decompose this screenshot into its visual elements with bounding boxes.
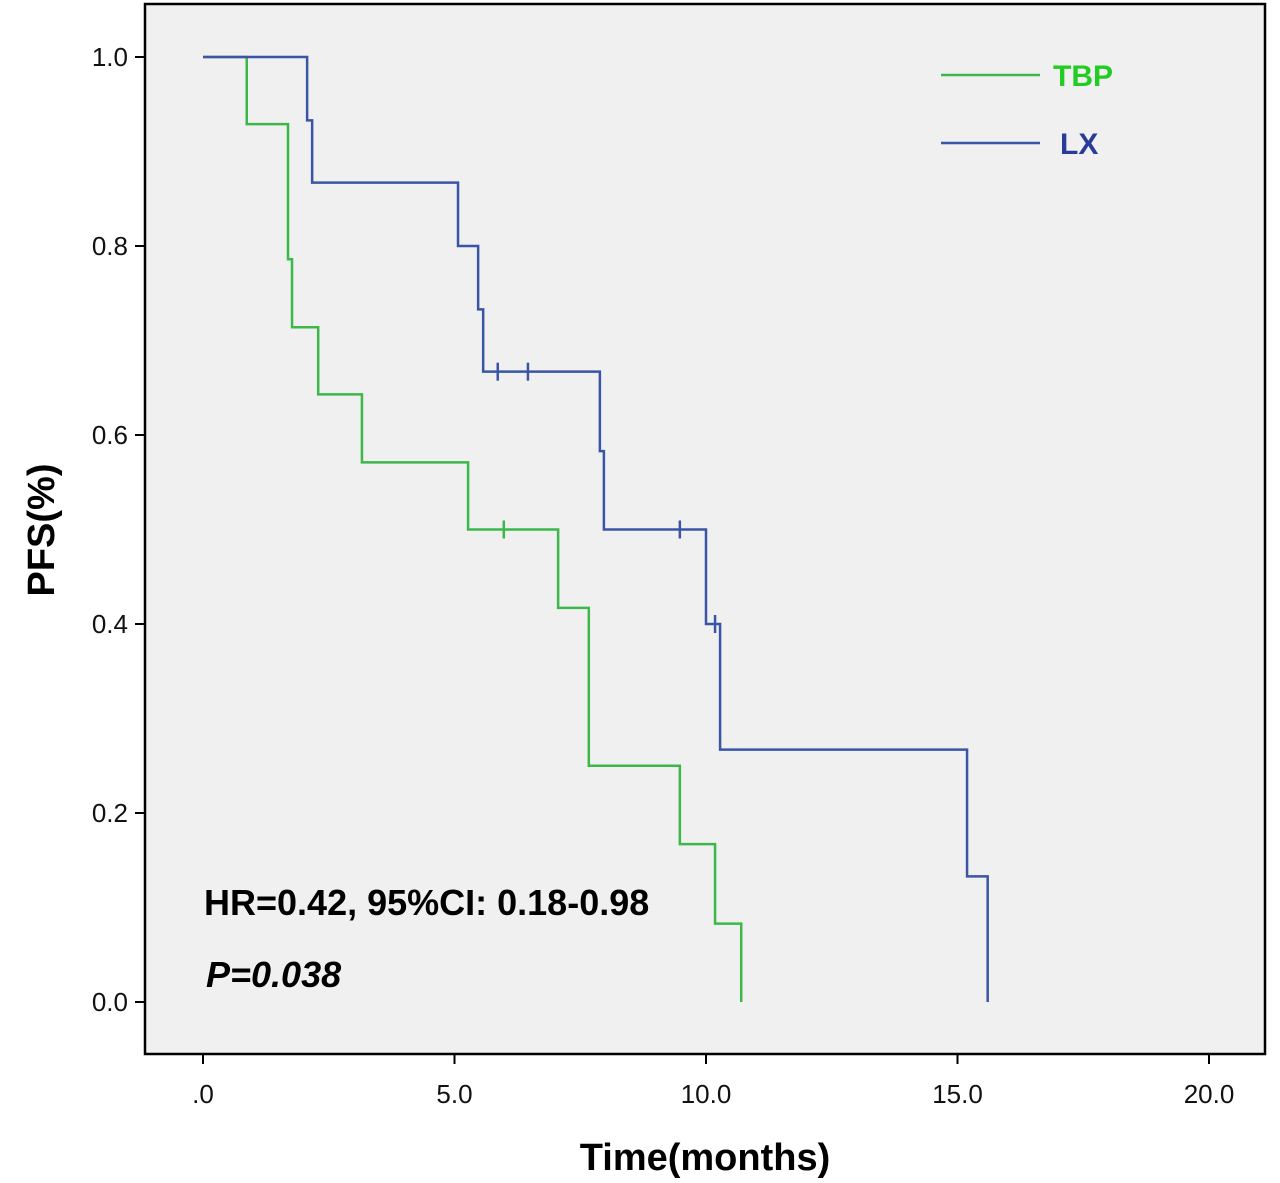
x-tick-label: .0 <box>192 1079 214 1109</box>
x-tick-label: 15.0 <box>932 1079 983 1109</box>
km-curve-lx <box>203 55 989 1002</box>
y-tick-label: 0.4 <box>92 609 128 639</box>
x-axis-label: Time(months) <box>580 1137 831 1179</box>
y-tick-label: 0.6 <box>92 420 128 450</box>
x-tick-label: 10.0 <box>681 1079 732 1109</box>
legend-label-tbp: TBP <box>1053 60 1113 93</box>
legend-label-lx: LX <box>1060 128 1098 161</box>
y-tick-label: 0.8 <box>92 231 128 261</box>
x-tick-label: 20.0 <box>1184 1079 1235 1109</box>
y-axis-label: PFS(%) <box>21 464 63 597</box>
x-tick-label: 5.0 <box>436 1079 472 1109</box>
p-value-annotation: P=0.038 <box>206 954 341 995</box>
y-tick-label: 0.2 <box>92 798 128 828</box>
y-tick-label: 0.0 <box>92 987 128 1017</box>
y-tick-label: 1.0 <box>92 42 128 72</box>
km-curve-tbp <box>203 55 743 1002</box>
hr-annotation: HR=0.42, 95%CI: 0.18-0.98 <box>204 882 649 923</box>
